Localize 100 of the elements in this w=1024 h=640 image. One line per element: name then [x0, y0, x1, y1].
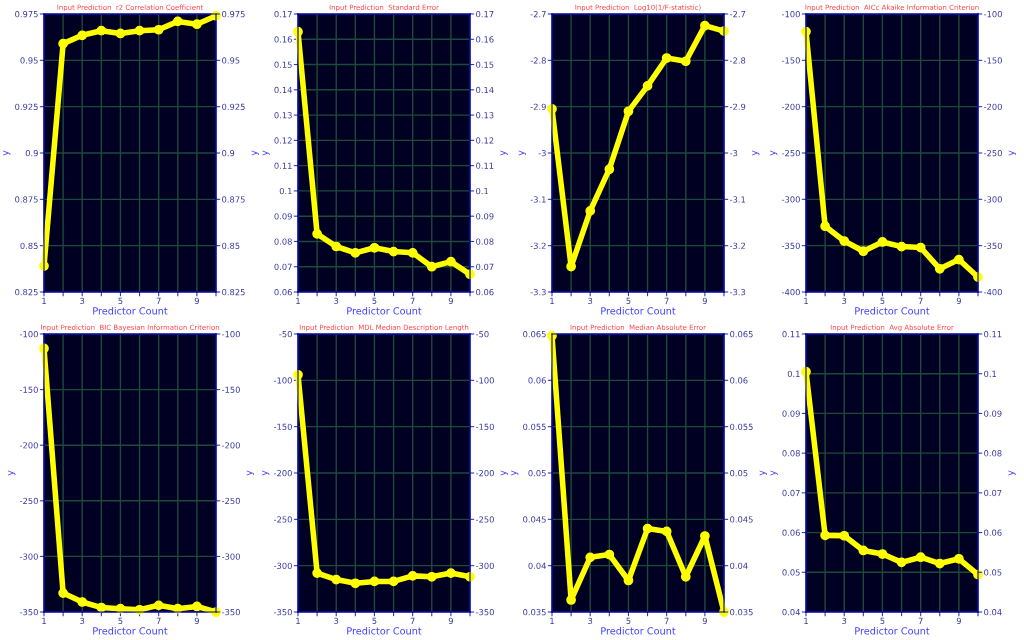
y-tick-label: 0.035 — [523, 608, 546, 616]
y2-tick-label: -300 — [983, 196, 1002, 203]
y-tick-label: 0.825 — [15, 288, 38, 296]
y-tick-label: -250 — [781, 149, 800, 157]
y-tick-label: 0.09 — [782, 410, 800, 417]
x-axis-title: Predictor Count — [855, 627, 930, 635]
y2-axis-title: y — [251, 150, 259, 156]
y2-tick-label: -200 — [983, 103, 1002, 110]
y2-tick-label: -2.9 — [729, 103, 746, 110]
y-tick-label: 0.13 — [274, 112, 292, 119]
y2-tick-label: -300 — [221, 553, 240, 560]
y-tick-label: -100 — [19, 330, 38, 338]
y2-tick-label: 0.975 — [222, 10, 245, 18]
y2-tick-label: 0.85 — [222, 242, 240, 249]
y2-tick-label: 0.045 — [730, 516, 753, 523]
y2-tick-label: -350 — [475, 608, 494, 616]
x-tick-label: 9 — [702, 617, 707, 625]
y-tick-label: -350 — [19, 608, 38, 616]
y-tick-label: 0.08 — [782, 450, 800, 457]
x-tick-label: 3 — [588, 297, 593, 305]
y-tick-label: 0.06 — [528, 377, 546, 384]
x-axis-title: Predictor Count — [93, 307, 168, 315]
y2-tick-label: 0.16 — [476, 36, 494, 43]
y-tick-label: -350 — [273, 608, 292, 616]
x-axis-title: Predictor Count — [601, 627, 676, 635]
y-axis-title: y — [770, 150, 778, 156]
y2-tick-label: 0.05 — [984, 569, 1002, 576]
y-axis-title: y — [511, 470, 519, 476]
y-tick-label: 0.08 — [274, 238, 292, 245]
y2-tick-label: 0.07 — [984, 489, 1002, 497]
x-tick-label: 5 — [626, 297, 631, 305]
y-tick-label: -250 — [273, 516, 292, 523]
y2-tick-label: -2.7 — [729, 10, 746, 18]
y2-tick-label: 0.08 — [984, 450, 1002, 457]
y-tick-label: -300 — [781, 196, 800, 203]
y2-tick-label: 0.05 — [730, 469, 748, 477]
y-tick-label: 0.15 — [274, 61, 292, 68]
x-tick-label: 7 — [156, 617, 161, 624]
y2-axis-title: y — [759, 470, 767, 476]
y2-tick-label: 0.15 — [476, 61, 494, 68]
y-tick-label: 0.11 — [274, 162, 292, 169]
y2-tick-label: -350 — [983, 242, 1002, 249]
x-axis-title: Predictor Count — [347, 307, 422, 315]
y2-tick-label: 0.08 — [476, 238, 494, 245]
y-tick-label: 0.9 — [25, 149, 38, 157]
y-tick-label: -2.8 — [530, 57, 546, 64]
x-tick-label: 9 — [448, 297, 453, 305]
x-tick-label: 7 — [664, 617, 669, 624]
x-tick-label: 3 — [80, 297, 85, 305]
y-tick-label: 0.1 — [787, 370, 800, 377]
y-tick-label: 0.95 — [20, 57, 38, 64]
y2-axis-title: y — [1008, 470, 1016, 476]
x-tick-label: 3 — [588, 617, 593, 625]
y-tick-label: -200 — [273, 469, 292, 477]
y-tick-label: -3.1 — [530, 196, 546, 203]
y-tick-label: 0.85 — [20, 242, 38, 249]
y2-axis-title: y — [500, 150, 508, 156]
x-axis-title: Predictor Count — [93, 627, 168, 635]
x-tick-label: 5 — [880, 617, 885, 625]
y-tick-label: -350 — [781, 242, 800, 249]
y2-tick-label: 0.11 — [984, 330, 1002, 338]
y-tick-label: -250 — [19, 497, 38, 505]
x-tick-label: 9 — [194, 617, 199, 625]
y2-tick-label: 0.17 — [476, 10, 494, 18]
y2-tick-label: -350 — [221, 608, 240, 616]
x-tick-label: 7 — [410, 297, 415, 304]
y2-tick-label: 0.11 — [476, 162, 494, 169]
y-tick-label: -100 — [273, 377, 292, 384]
y-axis-title: y — [262, 150, 270, 156]
x-tick-label: 9 — [448, 617, 453, 625]
x-tick-label: 7 — [156, 297, 161, 304]
x-tick-label: 9 — [956, 617, 961, 625]
y2-tick-label: 0.06 — [984, 529, 1002, 536]
y-tick-label: -200 — [19, 442, 38, 449]
y-tick-label: 0.16 — [274, 36, 292, 43]
x-tick-label: 7 — [410, 617, 415, 624]
y-tick-label: 0.06 — [782, 529, 800, 536]
y2-tick-label: 0.035 — [730, 608, 753, 616]
y2-tick-label: -50 — [475, 330, 489, 338]
x-tick-label: 9 — [956, 297, 961, 305]
y-axis-title: y — [3, 150, 11, 156]
y-tick-label: -2.7 — [530, 10, 546, 18]
y2-tick-label: -150 — [221, 386, 240, 393]
y-tick-label: 0.17 — [274, 10, 292, 18]
x-tick-label: 5 — [626, 617, 631, 625]
x-tick-label: 5 — [372, 617, 377, 625]
y-tick-label: 0.07 — [782, 489, 800, 497]
x-axis-title: Predictor Count — [347, 627, 422, 635]
x-tick-label: 1 — [804, 297, 808, 304]
x-tick-label: 7 — [918, 297, 923, 304]
x-tick-label: 5 — [372, 297, 377, 305]
y-tick-label: -150 — [273, 423, 292, 430]
y2-tick-label: 0.13 — [476, 112, 494, 119]
y-tick-label: -50 — [279, 330, 292, 338]
y2-tick-label: 0.1 — [476, 187, 489, 195]
y-tick-label: 0.045 — [523, 516, 546, 523]
y-tick-label: 0.05 — [782, 569, 800, 576]
y-tick-label: -100 — [781, 10, 800, 18]
x-tick-label: 3 — [334, 617, 339, 625]
y2-tick-label: -250 — [221, 497, 240, 505]
